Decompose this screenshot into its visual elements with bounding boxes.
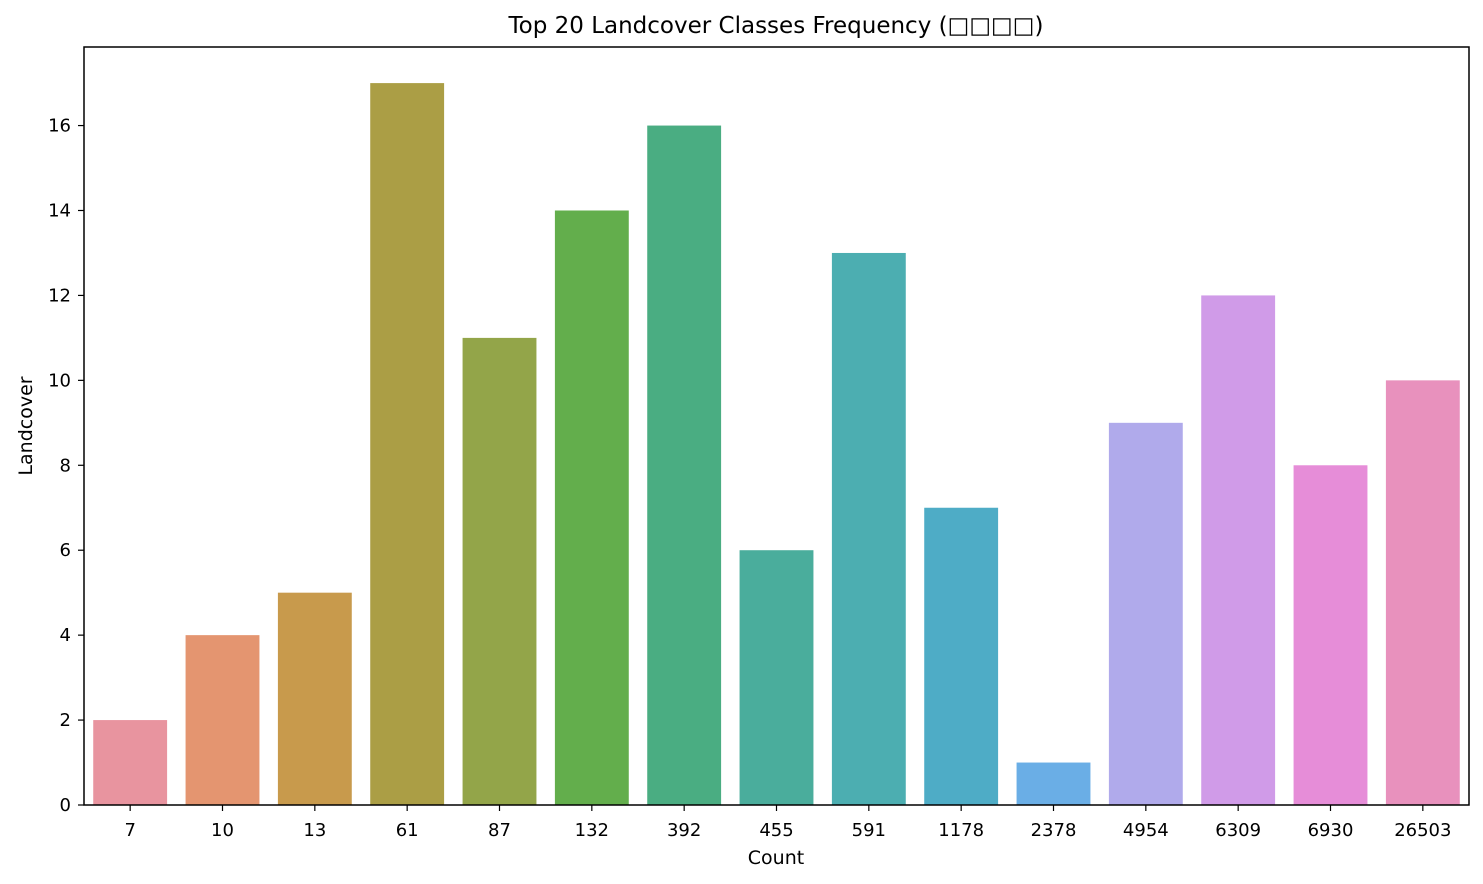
bar-2378 [1016,762,1091,805]
y-tick-label: 0 [60,795,71,816]
x-tick-label: 132 [575,820,609,841]
x-tick-label: 87 [488,820,511,841]
x-tick-label: 455 [759,820,793,841]
bar-10 [185,635,260,805]
bar-26503 [1385,380,1460,805]
bar-591 [831,252,906,805]
bar-455 [739,550,814,805]
x-tick-label: 61 [396,820,419,841]
y-tick-label: 6 [60,540,71,561]
x-tick-label: 10 [211,820,234,841]
bar-4954 [1108,422,1183,805]
bar-6309 [1201,295,1276,805]
bar-13 [277,592,352,805]
bars-group [93,83,1460,806]
x-axis-label: Count [748,847,804,869]
y-tick-label: 14 [48,200,71,221]
x-tick-label: 26503 [1394,820,1451,841]
x-tick-label: 13 [303,820,326,841]
y-tick-label: 4 [60,625,71,646]
y-tick-label: 12 [48,285,71,306]
x-tick-label: 591 [852,820,886,841]
x-tick-label: 1178 [938,820,984,841]
y-tick-label: 16 [48,116,71,137]
x-tick-label: 2378 [1031,820,1077,841]
y-axis-label: Landcover [15,376,37,475]
y-tick-label: 10 [48,370,71,391]
x-tick-label: 4954 [1123,820,1169,841]
bar-7 [93,720,168,805]
bar-1178 [924,507,999,805]
bar-87 [462,337,537,805]
bar-61 [370,83,445,806]
bar-6930 [1293,465,1368,805]
y-axis: 0 2 4 6 8 10 12 14 16 [48,116,84,816]
chart-title: Top 20 Landcover Classes Frequency (□□□□… [508,13,1044,39]
bar-392 [647,125,722,805]
x-tick-label: 6309 [1215,820,1261,841]
y-tick-label: 2 [60,710,71,731]
x-tick-label: 6930 [1308,820,1354,841]
y-tick-label: 8 [60,455,71,476]
x-axis: 7 10 13 61 87 132 392 455 591 1178 2378 4954 6309 693… [124,805,1451,841]
x-tick-label: 7 [124,820,135,841]
x-tick-label: 392 [667,820,701,841]
bar-132 [554,210,629,806]
